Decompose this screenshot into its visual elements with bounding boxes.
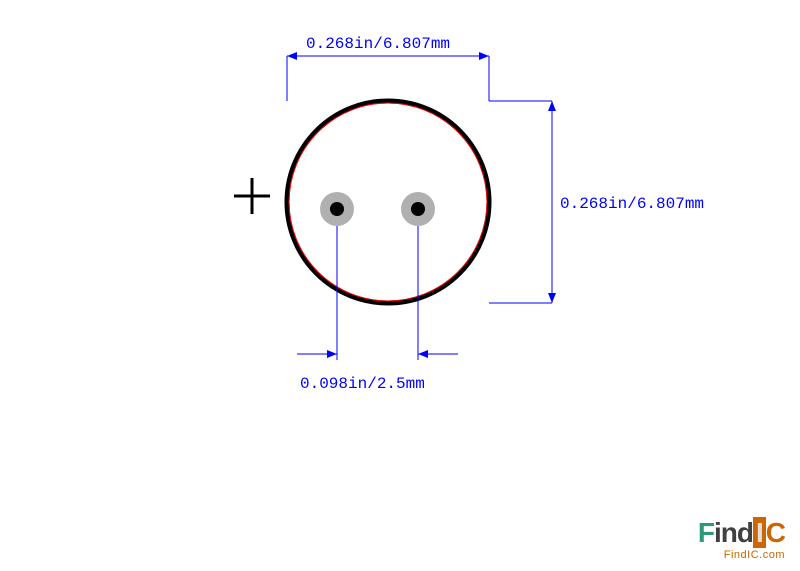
drawing-canvas: 0.268in/6.807mm 0.268in/6.807mm 0.098in/…: [0, 0, 800, 571]
svg-text:0.098in/2.5mm: 0.098in/2.5mm: [300, 375, 425, 393]
inner-circle: [289, 103, 487, 301]
dimension-right: 0.268in/6.807mm: [489, 101, 704, 303]
dimension-top: 0.268in/6.807mm: [287, 35, 489, 101]
findic-logo: FindIC FindIC.com: [698, 517, 785, 561]
outer-circle: [287, 101, 489, 303]
pins: [320, 192, 435, 226]
logo-text: FindIC: [698, 517, 785, 549]
dimension-bottom: 0.098in/2.5mm: [297, 226, 458, 393]
svg-text:0.268in/6.807mm: 0.268in/6.807mm: [306, 35, 450, 53]
svg-text:0.268in/6.807mm: 0.268in/6.807mm: [560, 195, 704, 213]
polarity-plus-icon: [234, 178, 270, 214]
logo-subtext: FindIC.com: [698, 549, 785, 561]
component-body: [287, 101, 489, 303]
